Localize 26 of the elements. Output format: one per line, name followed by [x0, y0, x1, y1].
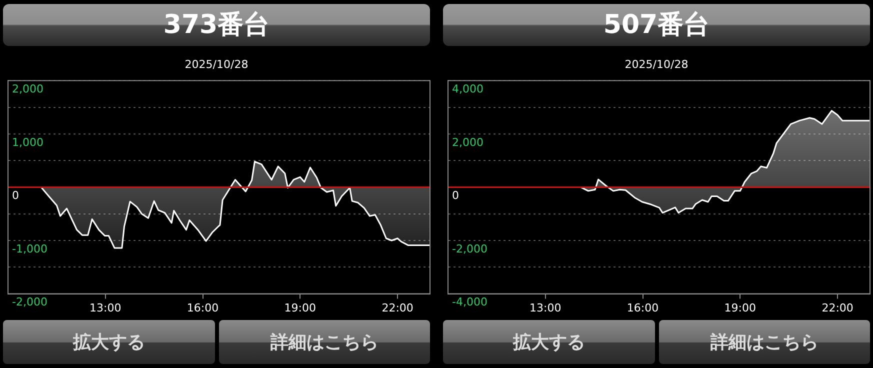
x-tick-label: 22:00	[382, 301, 414, 314]
y-tick-label: 2,000	[12, 82, 44, 96]
x-tick-label: 19:00	[724, 301, 756, 314]
text: 拡大する	[443, 320, 655, 364]
y-tick-label: 2,000	[452, 136, 484, 149]
text: 詳細はこちら	[219, 320, 430, 364]
y-tick-label: 1,000	[12, 136, 44, 149]
y-tick-label: -2,000	[12, 296, 48, 309]
y-tick-label: -4,000	[452, 296, 488, 309]
text: 拡大する	[3, 320, 215, 364]
y-tick-label: 4,000	[452, 82, 484, 96]
x-tick-label: 13:00	[530, 301, 562, 314]
y-tick-label: 0	[12, 189, 19, 202]
chart-subtitle: 2025/10/28	[184, 58, 250, 71]
chart-title: 507番台	[443, 4, 870, 46]
chart-title: 373番台	[3, 4, 430, 46]
chart-subtitle: 2025/10/28	[624, 58, 690, 71]
y-tick-label: -1,000	[12, 242, 48, 256]
x-tick-label: 16:00	[626, 301, 659, 314]
text: 詳細はこちら	[659, 320, 870, 364]
x-tick-label: 19:00	[284, 301, 316, 314]
y-tick-label: -2,000	[452, 242, 488, 256]
x-tick-label: 16:00	[186, 301, 219, 314]
x-tick-label: 22:00	[822, 301, 854, 314]
y-tick-label: 0	[452, 189, 459, 202]
x-tick-label: 13:00	[90, 301, 122, 314]
